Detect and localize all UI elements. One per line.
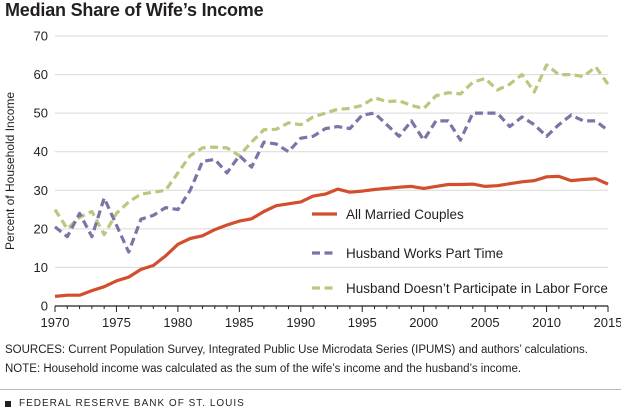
legend-label-3: Husband Doesn’t Participate in Labor For… [346, 281, 608, 296]
gridlines [55, 35, 608, 268]
y-tick-label-40: 40 [34, 144, 48, 159]
x-tick-label-1975: 1975 [102, 315, 131, 330]
x-tick-label-2000: 2000 [409, 315, 438, 330]
y-axis-label: Percent of Household Income [3, 92, 17, 250]
footer-divider [0, 389, 621, 390]
chart-title: Median Share of Wife’s Income [5, 0, 264, 20]
y-tick-label-10: 10 [34, 260, 48, 275]
legend-label-2: Husband Works Part Time [346, 246, 503, 261]
sources-note: SOURCES: Current Population Survey, Inte… [5, 344, 588, 356]
publisher-label: FEDERAL RESERVE BANK OF ST. LOUIS [19, 398, 245, 409]
legend-label-1: All Married Couples [346, 207, 464, 222]
x-tick-label-1985: 1985 [225, 315, 254, 330]
square-bullet-icon [5, 400, 11, 407]
x-tick-label-1995: 1995 [348, 315, 377, 330]
x-tick-label-2010: 2010 [532, 315, 561, 330]
axes: 0 10 20 30 40 50 60 70 1970 1975 1980 1985 1990 1995 2… [3, 29, 621, 331]
x-tick-label-2005: 2005 [471, 315, 500, 330]
series-line-1 [54, 174, 609, 298]
y-tick-label-50: 50 [34, 106, 48, 121]
x-tick-label-1990: 1990 [286, 315, 315, 330]
legend: All Married Couples Husband Works Part Ti… [312, 207, 608, 296]
line-chart: 0 10 20 30 40 50 60 70 1970 1975 1980 1985 1990 1995 2… [3, 29, 621, 331]
household-income-note: NOTE: Household income was calculated as… [5, 363, 522, 375]
y-tick-label-60: 60 [34, 67, 48, 82]
x-tick-label-1970: 1970 [41, 315, 70, 330]
y-tick-label-70: 70 [34, 29, 48, 44]
y-tick-label-30: 30 [34, 183, 48, 198]
x-tick-label-1980: 1980 [163, 315, 192, 330]
series-line-3 [53, 63, 610, 237]
series-lines [53, 63, 610, 298]
x-tick-label-2015: 2015 [594, 315, 621, 330]
footer: FEDERAL RESERVE BANK OF ST. LOUIS [5, 398, 245, 409]
y-tick-label-20: 20 [34, 221, 48, 236]
y-tick-label-0: 0 [41, 299, 48, 314]
